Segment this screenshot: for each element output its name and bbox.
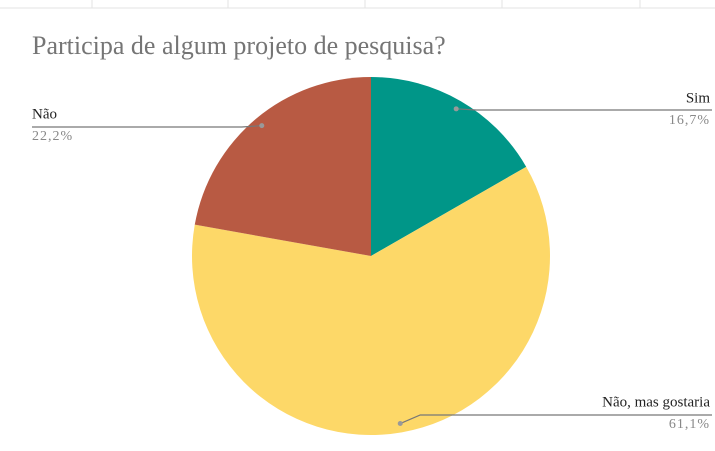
pie-slice [194, 77, 371, 256]
leader-line [400, 414, 712, 425]
slice-label: Sim [686, 90, 711, 106]
slice-label: Não, mas gostaria [602, 394, 710, 410]
leader-line [456, 108, 712, 111]
leader-dot [453, 106, 459, 112]
slice-label: Não [32, 106, 57, 122]
slice-value: 16,7% [669, 113, 710, 128]
pie-slice [191, 166, 551, 436]
slice-value: 22,2% [32, 129, 73, 144]
leader-dot [259, 123, 265, 129]
leader-dot [397, 421, 403, 427]
leader-line [32, 125, 262, 128]
slice-value: 61,1% [669, 417, 710, 432]
pie-slice [371, 77, 527, 256]
chart-title: Participa de algum projeto de pesquisa? [32, 31, 446, 60]
